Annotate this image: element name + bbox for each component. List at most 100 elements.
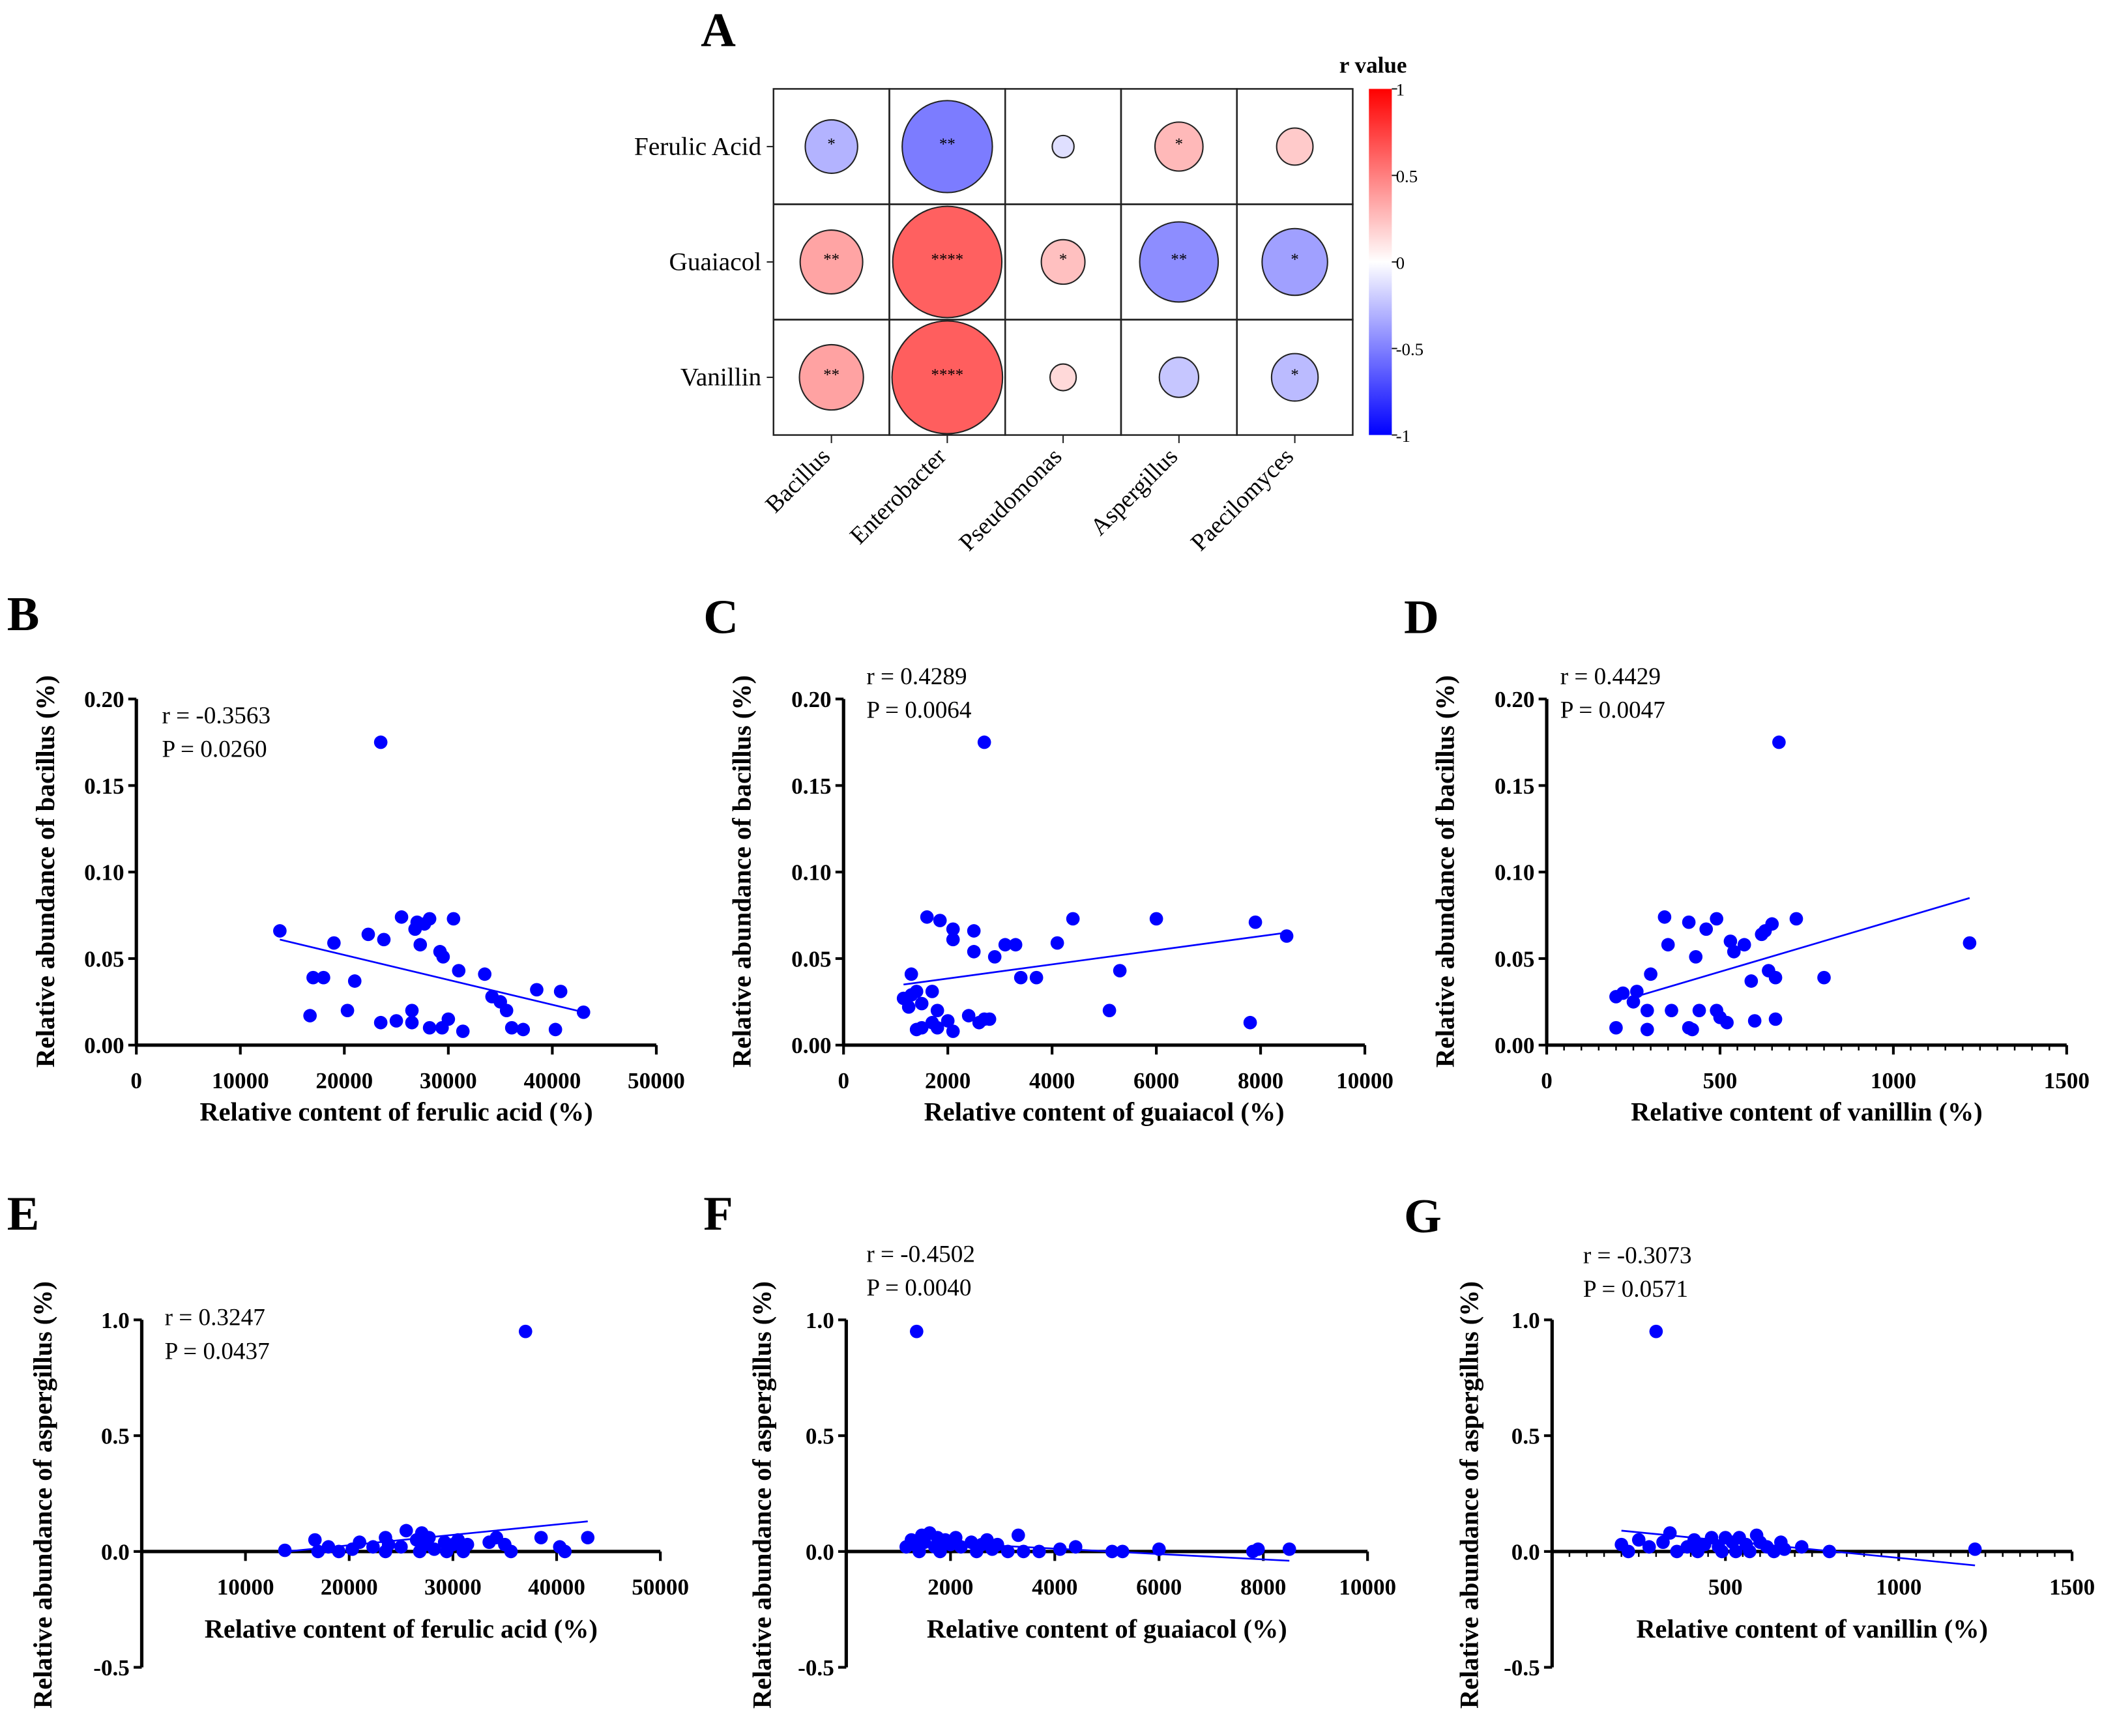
- y-axis-title: Relative abundance of bacillus (%): [727, 675, 757, 1067]
- data-point: [1152, 1542, 1166, 1556]
- y-tick-label: 0.10: [84, 860, 124, 886]
- y-tick-label: 0.0: [806, 1539, 834, 1565]
- colorbar-tick-label: 0.5: [1396, 167, 1418, 186]
- data-point: [321, 1540, 336, 1554]
- data-point: [1686, 1022, 1699, 1037]
- x-tick-label: 4000: [1032, 1574, 1077, 1600]
- data-point: [516, 1022, 531, 1037]
- data-point: [441, 1012, 456, 1026]
- data-point: [373, 735, 388, 749]
- data-point: [1765, 917, 1779, 931]
- correlation-circle: [1139, 221, 1219, 303]
- data-point: [930, 1004, 944, 1017]
- data-point: [1743, 1544, 1757, 1559]
- correlation-circle: [804, 119, 858, 174]
- data-point: [1008, 938, 1023, 952]
- data-point: [530, 983, 544, 997]
- column-label: Aspergillus: [1085, 443, 1183, 541]
- x-tick-label: 1000: [1871, 1068, 1916, 1093]
- data-point: [1102, 1004, 1117, 1017]
- y-axis-title: Relative abundance of bacillus (%): [1430, 675, 1459, 1067]
- row-label: Ferulic Acid: [634, 132, 761, 160]
- x-tick-label: 30000: [424, 1574, 482, 1600]
- y-tick-label: 0.15: [84, 774, 124, 799]
- x-tick-label: 0: [130, 1068, 142, 1093]
- y-tick-label: 0.5: [101, 1424, 130, 1449]
- data-point: [1737, 938, 1751, 952]
- data-point: [1772, 735, 1786, 749]
- y-tick-label: 0.05: [791, 946, 831, 972]
- data-point: [967, 945, 981, 959]
- x-tick-label: 0: [1541, 1068, 1553, 1093]
- x-tick-label: 1500: [2044, 1068, 2090, 1093]
- data-point: [920, 910, 934, 924]
- y-tick-label: 0.00: [791, 1033, 831, 1058]
- x-tick-label: 6000: [1136, 1574, 1182, 1600]
- y-tick-label: 0.0: [101, 1539, 130, 1565]
- data-point: [1687, 1533, 1701, 1547]
- data-point: [1621, 1544, 1635, 1559]
- x-tick-label: 10000: [1336, 1068, 1394, 1093]
- y-tick-label: 0.00: [1495, 1033, 1534, 1058]
- y-tick-label: 0.15: [791, 774, 831, 799]
- data-point: [327, 936, 341, 950]
- data-point: [1068, 1540, 1083, 1554]
- data-point: [394, 1540, 408, 1554]
- data-point: [548, 1022, 562, 1037]
- data-point: [990, 1537, 1004, 1552]
- data-point: [478, 967, 492, 981]
- y-tick-label: 0.05: [84, 946, 124, 972]
- data-point: [1963, 936, 1977, 950]
- data-point: [987, 949, 1002, 964]
- x-tick-label: 10000: [1339, 1574, 1396, 1600]
- data-point: [1682, 915, 1696, 929]
- data-point: [1053, 1542, 1067, 1556]
- panel-d-scatter: D 0.00 0.05 0.10 0.15 0.20 0 500 1000 1500 Relativ…: [1404, 590, 2090, 1126]
- y-tick-label: 0.10: [791, 860, 831, 886]
- colorbar: [1369, 89, 1392, 435]
- colorbar-tick-label: -0.5: [1396, 340, 1424, 359]
- data-point: [1149, 912, 1163, 926]
- x-axis-title: Relative content of guaiacol (%): [927, 1614, 1287, 1643]
- data-point: [1794, 1540, 1809, 1554]
- data-point: [914, 996, 929, 1011]
- data-point: [998, 938, 1012, 952]
- colorbar-title: r value: [1339, 53, 1407, 78]
- significance-mark: *: [827, 136, 835, 153]
- data-point: [278, 1543, 292, 1557]
- data-point: [405, 1004, 419, 1017]
- data-point: [1011, 1528, 1025, 1542]
- data-point: [1105, 1544, 1119, 1559]
- correlation-circle: [1049, 363, 1077, 392]
- r-value-label: r = -0.4502: [866, 1241, 975, 1268]
- data-point: [1113, 964, 1127, 977]
- correlation-circle: [1261, 227, 1328, 297]
- data-point: [1016, 1544, 1030, 1559]
- panel-letter-g: G: [1404, 1190, 1442, 1243]
- data-point: [1767, 1544, 1781, 1559]
- y-tick-label: 1.0: [806, 1308, 834, 1333]
- data-point: [982, 1012, 997, 1026]
- p-value-label: P = 0.0437: [165, 1338, 270, 1365]
- data-point: [460, 1537, 474, 1552]
- data-point: [405, 1015, 419, 1030]
- x-axis-title: Relative content of ferulic acid (%): [205, 1614, 598, 1643]
- x-tick-label: 10000: [217, 1574, 274, 1600]
- correlation-circle: [901, 100, 993, 194]
- x-tick-label: 2000: [925, 1068, 971, 1093]
- data-point: [422, 1020, 437, 1035]
- panel-letter-f: F: [703, 1187, 733, 1241]
- data-point: [954, 1540, 968, 1554]
- data-point: [553, 985, 568, 998]
- data-point: [1822, 1544, 1837, 1559]
- significance-mark: *: [1059, 251, 1067, 268]
- data-point: [977, 735, 991, 749]
- data-point: [1115, 1544, 1130, 1559]
- x-tick-label: 30000: [420, 1068, 477, 1093]
- y-tick-label: -0.5: [1504, 1655, 1540, 1681]
- data-point: [1727, 945, 1741, 959]
- data-point: [1656, 1535, 1670, 1549]
- data-point: [930, 1020, 944, 1035]
- panel-g-scatter: G -0.5 0.0 0.5 1.0 500 1000 1500 Relative conten…: [1404, 1190, 2095, 1709]
